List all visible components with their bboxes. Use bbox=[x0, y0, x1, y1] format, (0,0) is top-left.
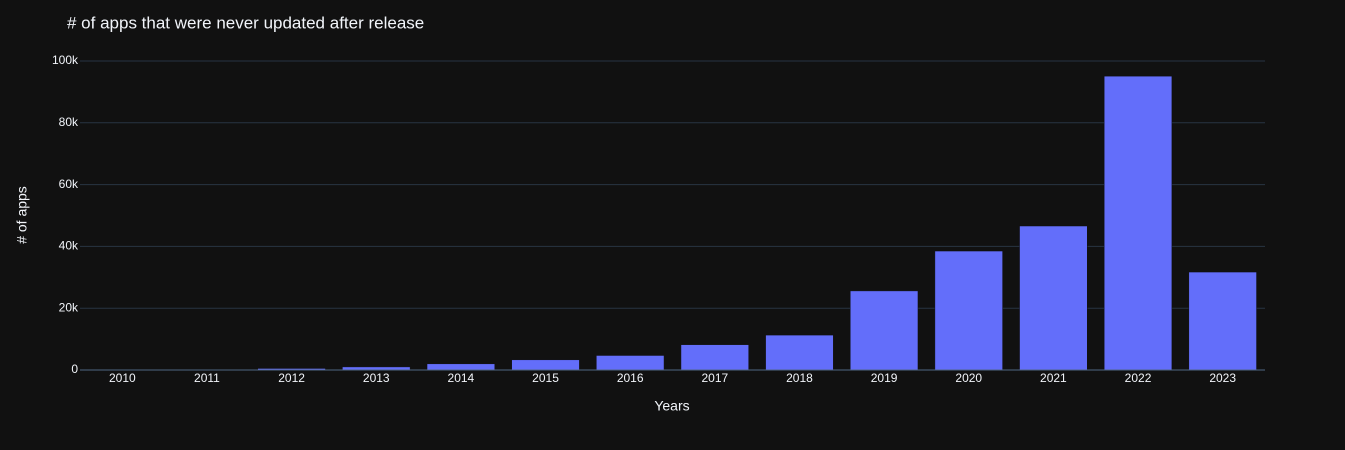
x-tick-label: 2017 bbox=[701, 371, 728, 385]
x-tick-label: 2019 bbox=[871, 371, 898, 385]
x-tick-label: 2013 bbox=[363, 371, 390, 385]
y-tick-label: 20k bbox=[59, 300, 79, 314]
x-tick-label: 2010 bbox=[109, 371, 136, 385]
bar bbox=[765, 334, 834, 371]
x-tick-label: 2015 bbox=[532, 371, 559, 385]
y-tick-label: 60k bbox=[59, 177, 79, 191]
bar bbox=[934, 250, 1003, 371]
y-tick-label: 0 bbox=[71, 362, 78, 376]
x-tick-label: 2011 bbox=[194, 371, 220, 385]
x-tick-label: 2021 bbox=[1040, 371, 1067, 385]
x-tick-label: 2016 bbox=[617, 371, 644, 385]
y-tick-label: 40k bbox=[59, 239, 79, 253]
y-tick-label: 100k bbox=[52, 53, 79, 67]
bar bbox=[1019, 225, 1088, 371]
bar bbox=[426, 363, 495, 371]
bar bbox=[850, 290, 919, 371]
x-tick-label: 2012 bbox=[278, 371, 305, 385]
x-tick-label: 2023 bbox=[1209, 371, 1236, 385]
bar bbox=[596, 355, 665, 371]
x-tick-label: 2014 bbox=[448, 371, 475, 385]
bar bbox=[1103, 75, 1173, 371]
bar bbox=[1188, 271, 1257, 371]
x-axis-title: Years bbox=[654, 398, 689, 414]
bar bbox=[511, 359, 580, 371]
chart-title: # of apps that were never updated after … bbox=[67, 13, 424, 32]
y-axis-title: # of apps bbox=[14, 186, 30, 244]
y-tick-label: 80k bbox=[59, 115, 79, 129]
x-tick-label: 2020 bbox=[955, 371, 982, 385]
x-tick-label: 2018 bbox=[786, 371, 813, 385]
x-tick-label: 2022 bbox=[1125, 371, 1152, 385]
bar bbox=[680, 344, 749, 371]
